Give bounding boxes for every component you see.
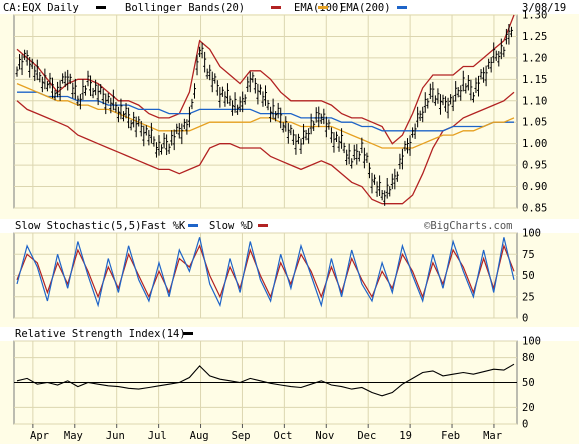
x-tick-label-mar: Mar: [483, 430, 502, 442]
x-tick-label-dec: Dec: [357, 430, 376, 442]
rsi-y-tick-label: 0: [522, 419, 528, 431]
price-y-tick-label: 1.05: [522, 117, 547, 129]
bollinger-upper-line: [16, 14, 515, 145]
bollinger-legend-label: Bollinger Bands(20): [125, 2, 245, 14]
stoch-y-tick-label: 100: [522, 228, 541, 240]
price-y-tick-label: 0.95: [522, 160, 547, 172]
stoch-y-tick-label: 25: [522, 291, 535, 303]
price-y-tick-label: 1.00: [522, 138, 547, 150]
price-y-tick-label: 0.85: [522, 203, 547, 215]
slow-d-legend-swatch: [258, 224, 268, 227]
price-y-tick-label: 0.90: [522, 181, 547, 193]
price-date-label: 3/08/19: [522, 2, 566, 14]
x-tick-label-aug: Aug: [190, 430, 209, 442]
rsi-header-strip: [0, 327, 579, 341]
x-tick-label-may: May: [64, 430, 83, 442]
price-y-tick-label: 1.25: [522, 31, 547, 43]
ema100-line: [16, 83, 515, 149]
x-tick-label-nov: Nov: [315, 430, 334, 442]
price-legend-swatch: [96, 6, 106, 9]
bollinger-legend-swatch: [271, 6, 281, 9]
x-tick-label-jun: Jun: [106, 430, 125, 442]
stoch-y-tick-label: 50: [522, 270, 535, 282]
bigcharts-watermark: ©BigCharts.com: [424, 220, 513, 232]
ema200-legend-swatch: [397, 6, 407, 9]
price-header-strip: [0, 0, 579, 14]
stoch-y-tick-label: 0: [522, 313, 528, 325]
rsi-y-tick-label: 20: [522, 402, 535, 414]
price-y-tick-label: 1.30: [522, 10, 547, 22]
x-tick-label-jul: Jul: [148, 430, 167, 442]
axis-layer: Apr May Jun Jul Aug Sep Oct Nov Dec 19 Feb Mar 1.30 1…: [30, 10, 547, 443]
x-tick-label-apr: Apr: [30, 430, 49, 442]
x-tick-label-sep: Sep: [232, 430, 251, 442]
x-tick-label-19: 19: [399, 430, 412, 442]
price-panel-title: CA:EQX Daily: [3, 2, 79, 14]
stochastic-layer: [16, 237, 515, 308]
rsi-y-tick-label: 80: [522, 352, 535, 364]
rsi-legend-swatch: [183, 332, 193, 335]
fast-k-legend-label: Fast %K: [141, 220, 186, 232]
rsi-line: [16, 363, 515, 397]
rsi-layer: [14, 363, 517, 397]
price-y-tick-label: 1.20: [522, 52, 547, 64]
ema200-legend-label: EMA(200): [340, 2, 391, 14]
stoch-y-tick-label: 75: [522, 249, 535, 261]
ema200-line: [17, 91, 514, 132]
ema100-legend-swatch: [318, 6, 328, 9]
slow-d-line: [16, 243, 515, 299]
stochastic-panel-title: Slow Stochastic(5,5): [15, 220, 141, 232]
x-tick-label-feb: Feb: [441, 430, 460, 442]
stochastic-header-strip: [0, 219, 579, 233]
price-y-tick-label: 1.15: [522, 74, 547, 86]
price-y-tick-label: 1.10: [522, 95, 547, 107]
fast-k-legend-swatch: [188, 224, 198, 227]
slow-d-legend-label: Slow %D: [209, 220, 253, 232]
x-tick-label-oct: Oct: [274, 430, 293, 442]
price-layer: [15, 14, 515, 206]
price-panel-frame: [13, 14, 518, 209]
fast-k-line: [16, 237, 515, 308]
bollinger-lower-line: [16, 91, 515, 205]
rsi-y-tick-label: 100: [522, 336, 541, 348]
rsi-y-tick-label: 50: [522, 377, 535, 389]
rsi-panel-title: Relative Strength Index(14): [15, 328, 186, 340]
